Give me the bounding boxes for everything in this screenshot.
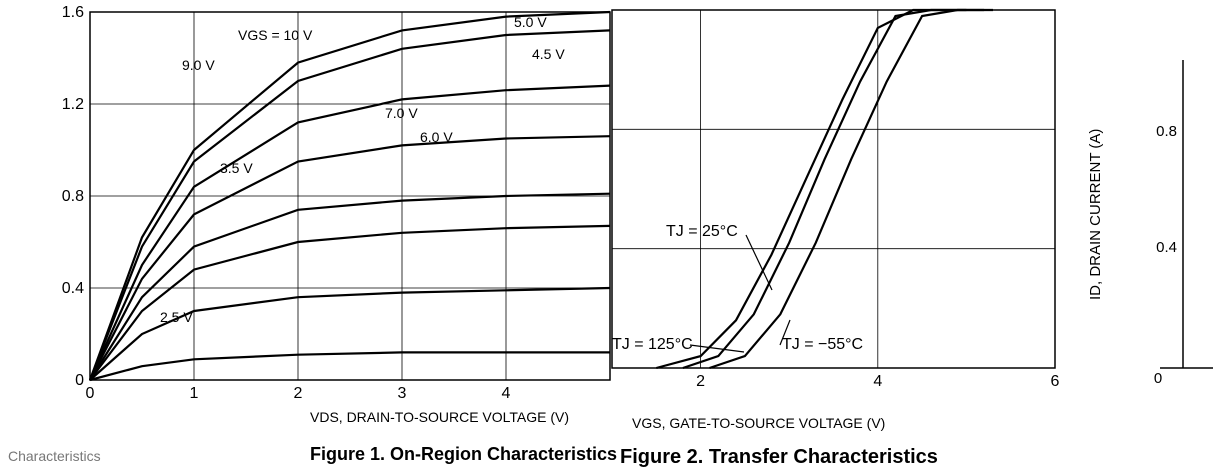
fig1-label-4-5v: 4.5 V [532, 46, 565, 62]
fig2-grid [612, 9, 1056, 369]
series-line-1 [682, 8, 967, 370]
x-tick-label: 1 [190, 385, 199, 402]
fig1-caption: Figure 1. On-Region Characteristics [310, 444, 618, 464]
figure-1-on-region: 0 1 2 3 4 0 0.4 0.8 1.2 1.6 [62, 4, 611, 402]
right-tick-0-4: 0.4 [1156, 239, 1177, 256]
x-tick-label: 2 [294, 385, 303, 402]
series-line-7 [89, 351, 610, 382]
x-tick-label: 4 [873, 373, 882, 390]
figure-2-transfer: 2 4 6 [611, 8, 1060, 390]
fig2-label-125c: TJ = 125°C [612, 336, 693, 353]
right-edge-axis: 0 0.4 0.8 ID, DRAIN CURRENT (A) [1087, 60, 1213, 387]
fig1-label-vgs10: VGS = 10 V [238, 27, 313, 43]
fig2-plot-frame [611, 9, 1056, 369]
fig2-caption: Figure 2. Transfer Characteristics [620, 446, 938, 468]
series-line-3 [89, 135, 611, 381]
fig2-xlabel: VGS, GATE-TO-SOURCE VOLTAGE (V) [632, 415, 885, 431]
series-line-2 [88, 84, 611, 381]
fig1-label-6v: 6.0 V [420, 129, 453, 145]
fig1-label-3-5v: 3.5 V [220, 160, 253, 176]
x-tick-label: 2 [696, 373, 705, 390]
series-line-4 [89, 192, 611, 381]
fig2-label-25c: TJ = 25°C [666, 223, 738, 240]
fig1-curves [88, 10, 611, 382]
right-tick-0: 0 [1154, 370, 1162, 387]
right-tick-0-8: 0.8 [1156, 123, 1177, 140]
y-tick-label: 0.4 [62, 280, 84, 297]
series-line-0 [656, 8, 985, 370]
fig1-label-7v: 7.0 V [385, 105, 418, 121]
series-line-6 [89, 286, 611, 381]
fig2-125c-pointer [689, 344, 745, 353]
y-tick-label: 1.2 [62, 96, 84, 113]
fig1-label-5v: 5.0 V [514, 14, 547, 30]
x-tick-label: 3 [398, 385, 407, 402]
fig1-label-2-5v: 2.5 V [160, 309, 193, 325]
fig2-curves [656, 8, 993, 370]
fig2-m55c-pointer [779, 319, 791, 346]
series-line-2 [709, 8, 993, 370]
x-tick-label: 4 [502, 385, 511, 402]
fig2-25c-pointer [745, 234, 773, 291]
right-ylabel: ID, DRAIN CURRENT (A) [1087, 129, 1104, 300]
fig1-grid [89, 11, 610, 381]
y-tick-label: 0 [75, 372, 84, 389]
y-tick-label: 1.6 [62, 4, 84, 21]
fig2-tick-labels: 2 4 6 [696, 373, 1059, 390]
footer-left-caption: Characteristics [8, 448, 101, 464]
fig1-xlabel: VDS, DRAIN-TO-SOURCE VOLTAGE (V) [310, 409, 569, 425]
fig2-label-m55c: TJ = −55°C [782, 336, 863, 353]
x-tick-label: 6 [1051, 373, 1060, 390]
fig1-label-9v: 9.0 V [182, 57, 215, 73]
fig1-tick-labels: 0 1 2 3 4 0 0.4 0.8 1.2 1.6 [62, 4, 511, 402]
series-line-1 [88, 29, 611, 381]
series-line-0 [88, 10, 611, 381]
y-tick-label: 0.8 [62, 188, 84, 205]
series-line-5 [89, 224, 611, 381]
x-tick-label: 0 [86, 385, 95, 402]
